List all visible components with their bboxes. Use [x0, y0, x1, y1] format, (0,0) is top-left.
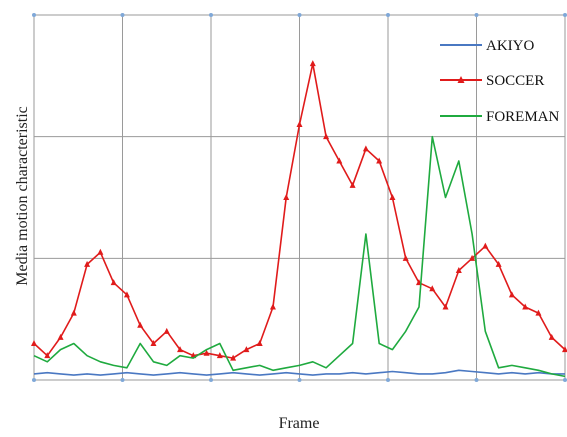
- legend-marker-soccer: [457, 76, 465, 83]
- axis-tick-bottom: [209, 378, 213, 382]
- data-point-soccer: [508, 291, 515, 298]
- data-point-soccer: [216, 352, 223, 359]
- data-point-soccer: [177, 346, 184, 353]
- series-line-akiyo: [33, 369, 565, 376]
- data-point-soccer: [522, 303, 529, 310]
- axis-tick-top: [32, 13, 36, 17]
- legend-label-foreman: FOREMAN: [486, 109, 560, 125]
- data-point-soccer: [137, 321, 144, 328]
- axis-tick-top: [120, 13, 125, 17]
- grid: [32, 13, 567, 382]
- legend-label-soccer: SOCCER: [486, 73, 544, 89]
- axis-tick-top: [386, 13, 390, 17]
- data-point-soccer: [110, 279, 117, 286]
- axis-tick-bottom: [32, 378, 36, 382]
- data-point-soccer: [429, 285, 436, 292]
- axis-tick-top: [563, 13, 567, 17]
- data-point-soccer: [97, 248, 104, 255]
- data-point-soccer: [269, 303, 276, 310]
- legend: AKIYO SOCCER FOREMAN: [440, 38, 560, 125]
- data-point-soccer: [548, 333, 555, 340]
- axis-tick-top: [209, 13, 213, 17]
- data-point-soccer: [44, 352, 51, 359]
- data-point-soccer: [389, 194, 396, 200]
- data-point-soccer: [230, 354, 237, 361]
- data-point-soccer: [349, 181, 356, 188]
- axis-tick-top: [297, 13, 302, 17]
- data-point-soccer: [84, 260, 91, 267]
- y-axis-label: Media motion characteristic: [14, 106, 31, 285]
- data-point-soccer: [402, 254, 409, 261]
- data-point-soccer: [123, 291, 130, 298]
- axis-tick-bottom: [563, 378, 567, 382]
- data-point-soccer: [256, 340, 263, 346]
- data-point-soccer: [283, 194, 290, 200]
- legend-label-akiyo: AKIYO: [486, 38, 534, 54]
- data-point-soccer: [495, 260, 502, 267]
- data-point-soccer: [70, 309, 77, 316]
- data-point-soccer: [442, 303, 449, 310]
- axis-tick-bottom: [474, 378, 479, 382]
- series-line-foreman: [33, 135, 566, 378]
- data-point-soccer: [203, 349, 210, 356]
- data-point-soccer: [562, 346, 567, 353]
- data-point-soccer: [482, 242, 489, 249]
- series-layer: [31, 60, 567, 378]
- data-point-soccer: [362, 145, 369, 152]
- axis-tick-top: [474, 13, 479, 17]
- data-point-soccer: [455, 267, 462, 273]
- data-point-soccer: [535, 309, 542, 316]
- data-point-soccer: [336, 157, 343, 164]
- axis-tick-bottom: [386, 378, 390, 382]
- data-point-soccer: [376, 157, 383, 164]
- data-point-soccer: [150, 340, 157, 346]
- data-point-soccer: [469, 254, 476, 261]
- data-point-soccer: [309, 60, 316, 67]
- data-point-soccer: [31, 340, 37, 346]
- data-point-soccer: [323, 133, 330, 140]
- x-axis-label: Frame: [279, 415, 320, 432]
- data-point-soccer: [163, 327, 170, 334]
- axis-tick-bottom: [297, 378, 302, 382]
- data-point-soccer: [296, 121, 303, 127]
- data-point-soccer: [243, 346, 250, 353]
- axis-tick-bottom: [120, 378, 125, 382]
- data-point-soccer: [57, 333, 64, 340]
